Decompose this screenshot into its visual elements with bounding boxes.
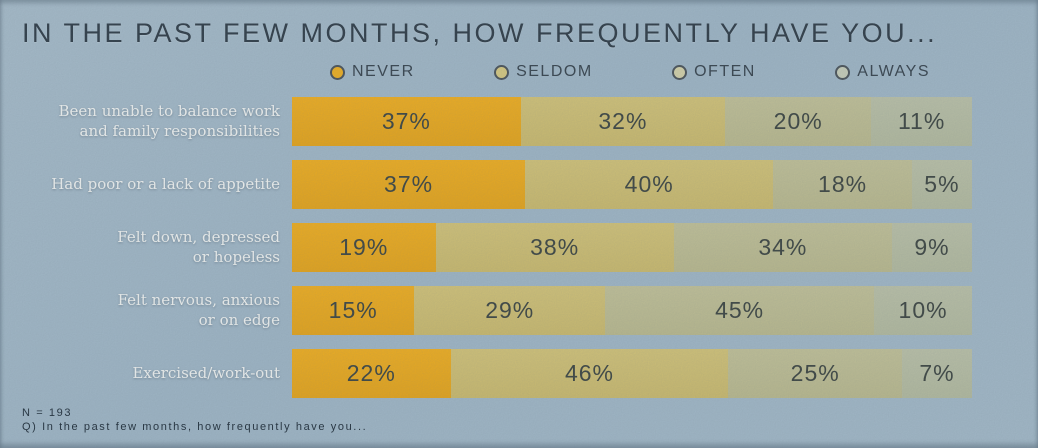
bar-segment-always: 10% bbox=[874, 286, 973, 335]
segment-value: 45% bbox=[715, 297, 765, 323]
legend-label: OFTEN bbox=[694, 63, 756, 80]
category-label: Exercised/work-out bbox=[132, 363, 280, 382]
bar-segment-always: 11% bbox=[871, 97, 972, 146]
legend-circle-icon bbox=[672, 64, 688, 80]
legend-item-never: NEVER bbox=[330, 63, 415, 81]
legend-item-seldom: SELDOM bbox=[494, 63, 593, 81]
bar-segment-never: 22% bbox=[292, 349, 451, 398]
bar-segment-seldom: 29% bbox=[414, 286, 606, 335]
footer: N = 193 Q) In the past few months, how f… bbox=[22, 406, 367, 434]
legend: NEVER SELDOM OFTEN ALWAYS bbox=[330, 63, 930, 81]
legend-label: ALWAYS bbox=[857, 63, 930, 80]
bar-segment-seldom: 32% bbox=[520, 97, 726, 146]
category-label: Been unable to balance work and family r… bbox=[58, 102, 280, 140]
question-note: Q) In the past few months, how frequentl… bbox=[22, 421, 368, 433]
segment-value: 40% bbox=[624, 171, 674, 197]
stacked-bar: 37% 40% 18% 5% bbox=[292, 160, 972, 209]
bar-segment-always: 7% bbox=[901, 349, 972, 398]
legend-circle-icon bbox=[330, 64, 345, 80]
segment-value: 34% bbox=[758, 234, 808, 260]
segment-value: 29% bbox=[485, 297, 535, 323]
chart-row: Had poor or a lack of appetite 37% 40% 18% 5… bbox=[0, 160, 972, 209]
category-label: Felt nervous, anxious or on edge bbox=[117, 291, 280, 329]
segment-value: 18% bbox=[818, 171, 868, 197]
segment-value: 11% bbox=[897, 108, 946, 134]
segment-value: 9% bbox=[914, 234, 950, 260]
bar-segment-often: 20% bbox=[725, 97, 872, 146]
stacked-bar: 37% 32% 20% 11% bbox=[292, 97, 972, 146]
bar-segment-seldom: 38% bbox=[435, 223, 674, 272]
stacked-bar: 15% 29% 45% 10% bbox=[292, 286, 973, 335]
bar-segment-often: 34% bbox=[673, 223, 892, 272]
bar-segment-never: 37% bbox=[292, 160, 526, 209]
segment-value: 46% bbox=[564, 360, 615, 386]
segment-value: 19% bbox=[339, 234, 389, 260]
segment-value: 37% bbox=[381, 108, 431, 134]
bar-segment-never: 15% bbox=[292, 286, 415, 335]
chart-row: Felt down, depressed or hopeless 19% 38% 34… bbox=[0, 223, 972, 272]
segment-value: 10% bbox=[898, 297, 948, 323]
bar-segment-never: 37% bbox=[292, 97, 521, 146]
legend-label: SELDOM bbox=[516, 63, 593, 80]
page-title: IN THE PAST FEW MONTHS, HOW FREQUENTLY H… bbox=[22, 18, 938, 48]
segment-value: 37% bbox=[384, 171, 434, 197]
segment-value: 22% bbox=[346, 360, 396, 386]
category-label: Felt down, depressed or hopeless bbox=[117, 228, 280, 266]
chart-row: Felt nervous, anxious or on edge 15% 29% 45… bbox=[0, 286, 973, 335]
segment-value: 38% bbox=[530, 234, 580, 260]
segment-value: 5% bbox=[924, 171, 960, 197]
chart-rows: Been unable to balance work and family r… bbox=[0, 97, 973, 412]
legend-label: NEVER bbox=[352, 63, 415, 80]
legend-circle-icon bbox=[494, 64, 510, 80]
bar-segment-never: 19% bbox=[292, 223, 436, 272]
bar-segment-often: 18% bbox=[773, 160, 912, 209]
legend-item-often: OFTEN bbox=[672, 63, 756, 81]
chart-row: Been unable to balance work and family r… bbox=[0, 97, 972, 146]
segment-value: 7% bbox=[919, 360, 955, 386]
bar-segment-seldom: 40% bbox=[525, 160, 774, 209]
bar-segment-seldom: 46% bbox=[450, 349, 729, 398]
segment-value: 25% bbox=[790, 360, 840, 386]
legend-item-always: ALWAYS bbox=[835, 63, 930, 81]
bar-segment-always: 5% bbox=[911, 160, 972, 209]
segment-value: 20% bbox=[773, 108, 823, 134]
segment-value: 32% bbox=[598, 108, 648, 134]
bar-segment-often: 45% bbox=[605, 286, 875, 335]
stacked-bar: 22% 46% 25% 7% bbox=[292, 349, 972, 398]
chart-row: Exercised/work-out 22% 46% 25% 7% bbox=[0, 349, 972, 398]
bar-segment-always: 9% bbox=[891, 223, 972, 272]
stacked-bar: 19% 38% 34% 9% bbox=[292, 223, 972, 272]
bar-segment-often: 25% bbox=[728, 349, 902, 398]
category-label: Had poor or a lack of appetite bbox=[51, 174, 280, 193]
legend-circle-icon bbox=[835, 64, 851, 80]
sample-size-note: N = 193 bbox=[22, 407, 73, 419]
segment-value: 15% bbox=[328, 297, 378, 323]
